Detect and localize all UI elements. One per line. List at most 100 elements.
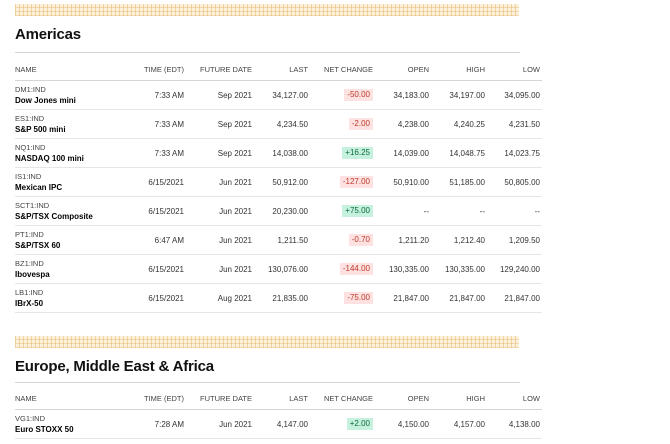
time-cell: 7:28 AM [103, 409, 186, 439]
instrument-name-link[interactable]: Euro STOXX 50 [15, 424, 74, 434]
table-row[interactable]: VG1:IND Euro STOXX 50 7:28 AM Jun 2021 4,147… [15, 409, 542, 439]
ticker-link[interactable]: PT1:IND [15, 229, 44, 239]
future-date-cell: Sep 2021 [186, 80, 254, 110]
low-price-cell: 129,240.00 [487, 254, 542, 284]
column-header-net-change[interactable]: NET CHANGE [310, 58, 375, 81]
decorative-stripe-middle [15, 336, 519, 348]
last-price-cell: 50,912.00 [254, 167, 310, 197]
instrument-cell: PT1:IND S&P/TSX 60 [15, 225, 103, 255]
column-header-open[interactable]: OPEN [375, 58, 431, 81]
column-header-last[interactable]: LAST [254, 58, 310, 81]
ticker-link[interactable]: SCT1:IND [15, 200, 50, 210]
net-change-cell: +75.00 [310, 196, 375, 226]
column-header-name[interactable]: NAME [15, 387, 103, 410]
column-header-time[interactable]: TIME (EDT) [103, 387, 186, 410]
emea-table: NAME TIME (EDT) FUTURE DATE LAST NET CHA… [15, 387, 542, 439]
open-price-cell: 50,910.00 [375, 167, 431, 197]
column-header-high[interactable]: HIGH [431, 58, 487, 81]
future-date-cell: Aug 2021 [186, 283, 254, 313]
net-change-cell: -127.00 [310, 167, 375, 197]
column-header-future-date[interactable]: FUTURE DATE [186, 387, 254, 410]
instrument-name-link[interactable]: Mexican IPC [15, 182, 63, 192]
future-date-cell: Sep 2021 [186, 138, 254, 168]
last-price-cell: 1,211.50 [254, 225, 310, 255]
open-price-cell: 4,238.00 [375, 109, 431, 139]
table-row[interactable]: DM1:IND Dow Jones mini 7:33 AM Sep 2021 34,1… [15, 80, 542, 110]
ticker-link[interactable]: DM1:IND [15, 84, 46, 94]
last-price-cell: 34,127.00 [254, 80, 310, 110]
instrument-cell: LB1:IND IBrX-50 [15, 283, 103, 313]
net-change-badge: -2.00 [348, 118, 373, 130]
net-change-badge: +75.00 [342, 205, 373, 217]
net-change-cell: +16.25 [310, 138, 375, 168]
americas-table: NAME TIME (EDT) FUTURE DATE LAST NET CHA… [15, 58, 542, 313]
column-header-time[interactable]: TIME (EDT) [103, 58, 186, 81]
instrument-cell: NQ1:IND NASDAQ 100 mini [15, 138, 103, 168]
net-change-cell: -2.00 [310, 109, 375, 139]
instrument-name-link[interactable]: S&P/TSX Composite [15, 211, 93, 221]
table-header-row: NAME TIME (EDT) FUTURE DATE LAST NET CHA… [15, 58, 542, 81]
net-change-badge: -144.00 [339, 263, 373, 275]
instrument-cell: SCT1:IND S&P/TSX Composite [15, 196, 103, 226]
net-change-cell: -75.00 [310, 283, 375, 313]
instrument-name-link[interactable]: S&P 500 mini [15, 124, 66, 134]
table-row[interactable]: LB1:IND IBrX-50 6/15/2021 Aug 2021 21,835.00… [15, 283, 542, 313]
future-date-cell: Sep 2021 [186, 109, 254, 139]
open-price-cell: 21,847.00 [375, 283, 431, 313]
ticker-link[interactable]: VG1:IND [15, 413, 46, 423]
table-header-row: NAME TIME (EDT) FUTURE DATE LAST NET CHA… [15, 387, 542, 410]
instrument-name-link[interactable]: S&P/TSX 60 [15, 240, 61, 250]
high-price-cell: 34,197.00 [431, 80, 487, 110]
last-price-cell: 14,038.00 [254, 138, 310, 168]
section-divider [15, 382, 520, 383]
table-row[interactable]: BZ1:IND Ibovespa 6/15/2021 Jun 2021 130,076.… [15, 254, 542, 284]
ticker-link[interactable]: IS1:IND [15, 171, 42, 181]
column-header-high[interactable]: HIGH [431, 387, 487, 410]
time-cell: 7:33 AM [103, 80, 186, 110]
instrument-name-link[interactable]: IBrX-50 [15, 298, 44, 308]
section-divider [15, 52, 520, 53]
ticker-link[interactable]: ES1:IND [15, 113, 45, 123]
column-header-low[interactable]: LOW [487, 387, 542, 410]
high-price-cell: 51,185.00 [431, 167, 487, 197]
instrument-cell: BZ1:IND Ibovespa [15, 254, 103, 284]
high-price-cell: 1,212.40 [431, 225, 487, 255]
high-price-cell: 14,048.75 [431, 138, 487, 168]
ticker-link[interactable]: LB1:IND [15, 287, 44, 297]
column-header-last[interactable]: LAST [254, 387, 310, 410]
net-change-badge: -50.00 [344, 89, 373, 101]
table-row[interactable]: NQ1:IND NASDAQ 100 mini 7:33 AM Sep 2021 14,… [15, 138, 542, 168]
instrument-name-link[interactable]: Dow Jones mini [15, 95, 76, 105]
open-price-cell: 14,039.00 [375, 138, 431, 168]
table-row[interactable]: SCT1:IND S&P/TSX Composite 6/15/2021 Jun 20… [15, 196, 542, 226]
column-header-open[interactable]: OPEN [375, 387, 431, 410]
column-header-low[interactable]: LOW [487, 58, 542, 81]
high-price-cell: 4,157.00 [431, 409, 487, 439]
section-title-emea: Europe, Middle East & Africa [15, 358, 214, 375]
low-price-cell: 4,231.50 [487, 109, 542, 139]
open-price-cell: 4,150.00 [375, 409, 431, 439]
column-header-name[interactable]: NAME [15, 58, 103, 81]
table-row[interactable]: IS1:IND Mexican IPC 6/15/2021 Jun 2021 50,91… [15, 167, 542, 197]
future-date-cell: Jun 2021 [186, 225, 254, 255]
low-price-cell: 34,095.00 [487, 80, 542, 110]
instrument-cell: DM1:IND Dow Jones mini [15, 80, 103, 110]
instrument-name-link[interactable]: Ibovespa [15, 269, 50, 279]
section-title-americas: Americas [15, 26, 81, 43]
low-price-cell: 4,138.00 [487, 409, 542, 439]
time-cell: 6/15/2021 [103, 254, 186, 284]
time-cell: 6/15/2021 [103, 283, 186, 313]
net-change-cell: -144.00 [310, 254, 375, 284]
ticker-link[interactable]: NQ1:IND [15, 142, 46, 152]
low-price-cell: 50,805.00 [487, 167, 542, 197]
table-row[interactable]: PT1:IND S&P/TSX 60 6:47 AM Jun 2021 1,211.50… [15, 225, 542, 255]
column-header-net-change[interactable]: NET CHANGE [310, 387, 375, 410]
low-price-cell: 21,847.00 [487, 283, 542, 313]
instrument-name-link[interactable]: NASDAQ 100 mini [15, 153, 84, 163]
future-date-cell: Jun 2021 [186, 409, 254, 439]
high-price-cell: 4,240.25 [431, 109, 487, 139]
ticker-link[interactable]: BZ1:IND [15, 258, 44, 268]
column-header-future-date[interactable]: FUTURE DATE [186, 58, 254, 81]
table-row[interactable]: ES1:IND S&P 500 mini 7:33 AM Sep 2021 4,234.… [15, 109, 542, 139]
instrument-cell: VG1:IND Euro STOXX 50 [15, 409, 103, 439]
